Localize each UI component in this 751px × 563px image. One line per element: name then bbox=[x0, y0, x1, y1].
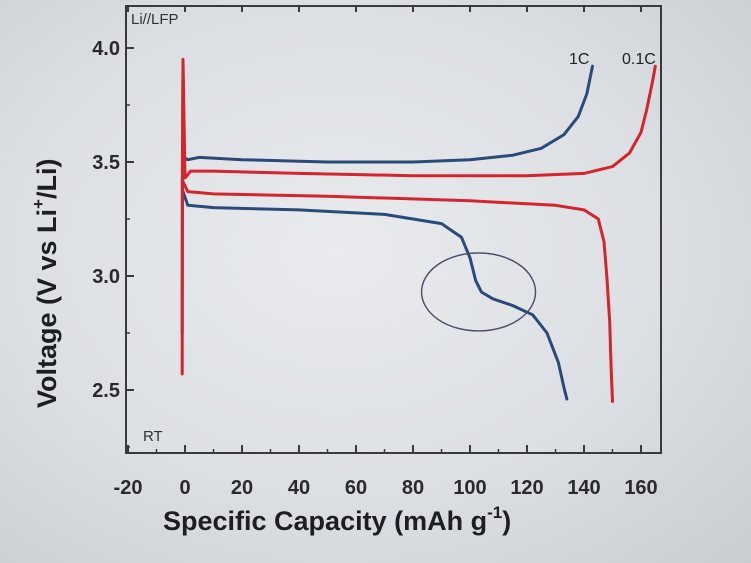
series-0.1C-charge-curve bbox=[180, 57, 657, 376]
series-layer bbox=[180, 57, 657, 403]
x-tick-label-0: -20 bbox=[114, 477, 143, 499]
x-tick-label-9: 160 bbox=[624, 477, 657, 499]
x-tick-label-8: 140 bbox=[567, 477, 600, 499]
x-tick-label-1: 0 bbox=[179, 477, 190, 499]
x-tick-label-5: 80 bbox=[402, 477, 424, 499]
y-axis-label: Voltage (V vs Li+/Li) bbox=[29, 159, 62, 408]
axis-ticks: -20 0 20 40 60 80 100 120 140 160 2.5 3.0 3.5 4.0 bbox=[92, 6, 658, 499]
series-1C-discharge-curve bbox=[180, 187, 569, 401]
y-tick-label-1: 3.0 bbox=[92, 266, 120, 288]
y-tick-label-0: 2.5 bbox=[92, 380, 120, 402]
x-tick-label-6: 100 bbox=[453, 477, 486, 499]
x-tick-label-4: 60 bbox=[345, 477, 367, 499]
y-tick-label-3: 4.0 bbox=[92, 38, 120, 60]
series-0.1C-discharge-curve bbox=[180, 178, 614, 403]
annotation-li-lfp: Li//LFP bbox=[131, 11, 179, 28]
x-tick-label-3: 40 bbox=[288, 477, 310, 499]
series-label-1C: 1C bbox=[569, 51, 589, 68]
series-label-0.1C: 0.1C bbox=[622, 51, 656, 68]
y-tick-label-2: 3.5 bbox=[92, 152, 120, 174]
x-axis-label: Specific Capacity (mAh g-1) bbox=[163, 503, 511, 536]
x-tick-label-2: 20 bbox=[231, 477, 253, 499]
highlight-ellipse bbox=[420, 252, 537, 332]
annotation-rt: RT bbox=[143, 428, 163, 445]
plot-frame bbox=[125, 5, 662, 454]
x-tick-label-7: 120 bbox=[510, 477, 543, 499]
